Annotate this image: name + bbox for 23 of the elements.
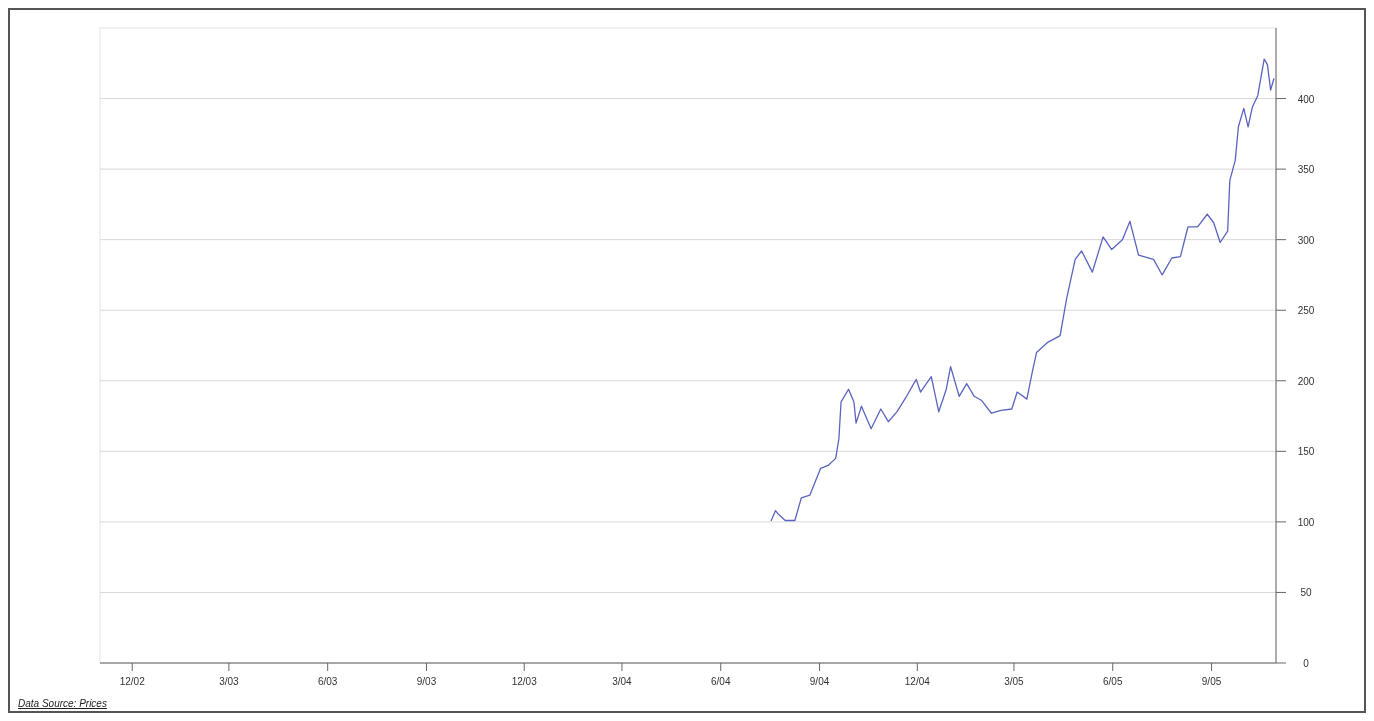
x-tick-label: 12/03 [511, 676, 538, 687]
x-tick-label: 9/05 [1201, 676, 1222, 687]
y-tick-label: 250 [1297, 305, 1315, 317]
y-tick-label: 0 [1303, 658, 1310, 669]
x-tick-label: 12/04 [904, 676, 931, 687]
y-tick-label: 400 [1297, 93, 1315, 105]
x-tick-label: 9/04 [809, 676, 830, 687]
x-tick-label: 3/03 [219, 676, 240, 687]
x-tick-label: 6/03 [317, 676, 338, 687]
y-tick-label: 50 [1300, 587, 1312, 599]
y-tick-label: 200 [1297, 375, 1315, 387]
y-tick-label: 300 [1297, 234, 1315, 246]
y-tick-label: 350 [1297, 164, 1315, 176]
x-tick-label: 12/02 [119, 676, 146, 687]
x-tick-label: 3/05 [1004, 676, 1025, 687]
source-note: Data Source: Prices [18, 698, 107, 709]
y-tick-label: 150 [1297, 446, 1315, 458]
line-series [770, 58, 1275, 522]
x-tick-label: 6/05 [1103, 676, 1123, 687]
x-tick-label: 3/04 [612, 676, 633, 687]
x-tick-label: 9/03 [416, 676, 437, 687]
y-tick-label: 100 [1297, 516, 1315, 528]
x-tick-label: 6/04 [711, 676, 731, 687]
